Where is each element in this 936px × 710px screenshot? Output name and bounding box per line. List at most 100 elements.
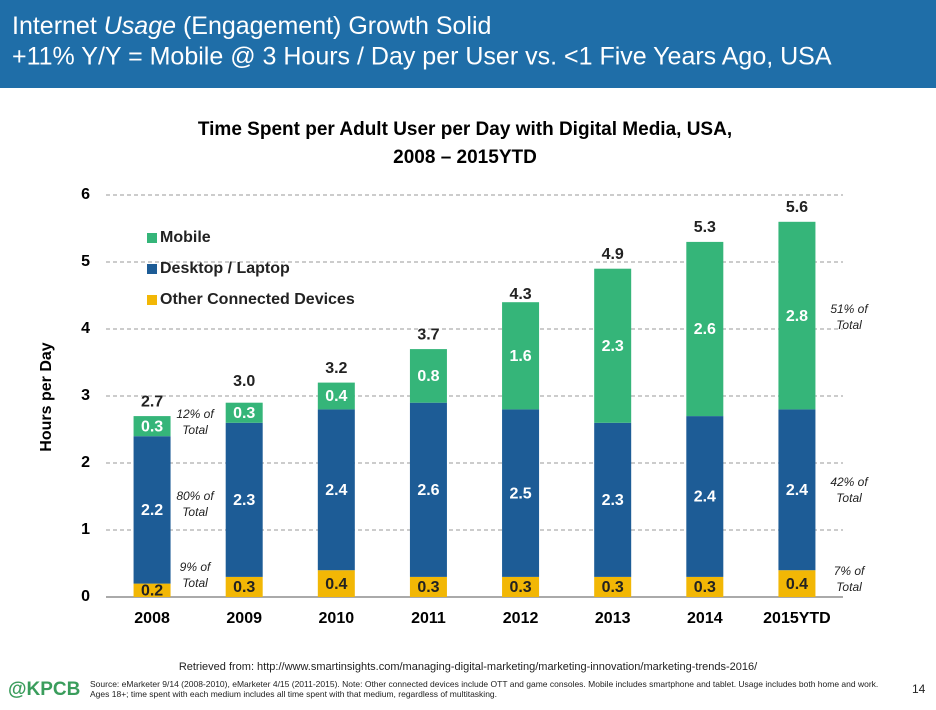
annotation: 80% of	[176, 489, 215, 503]
annotation: Total	[182, 423, 208, 437]
value-label: 0.3	[509, 579, 531, 596]
logo: @KPCB	[8, 679, 80, 700]
bar-segment	[686, 241, 724, 417]
value-label: 2.3	[233, 492, 255, 509]
bar-segment	[317, 409, 355, 571]
annotation: 12% of	[176, 407, 215, 421]
bar-segment	[409, 402, 447, 577]
value-label: 2.8	[786, 308, 808, 325]
chart-title: 2008 – 2015YTD	[393, 147, 537, 168]
bar-segment	[502, 576, 540, 597]
bar-segment	[225, 402, 263, 423]
header-subtitle: +11% Y/Y = Mobile @ 3 Hours / Day per Us…	[12, 43, 832, 71]
total-label: 3.7	[417, 326, 439, 343]
bar-segment	[502, 302, 540, 410]
annotation: Total	[836, 580, 862, 594]
x-tick-label: 2015YTD	[763, 610, 831, 627]
legend-swatch	[147, 295, 157, 305]
value-label: 0.4	[325, 576, 347, 593]
y-axis-label: Hours per Day	[38, 342, 55, 451]
legend-label: Other Connected Devices	[160, 291, 355, 308]
total-label: 4.9	[602, 246, 624, 263]
annotation: 7% of	[834, 564, 866, 578]
bar-segment	[225, 576, 263, 597]
bar-segment	[317, 382, 355, 410]
total-label: 4.3	[509, 286, 531, 303]
total-label: 2.7	[141, 393, 163, 410]
value-label: 1.6	[509, 348, 531, 365]
annotation: 42% of	[830, 475, 869, 489]
title-part: (Engagement) Growth Solid	[176, 12, 491, 40]
value-label: 0.3	[694, 579, 716, 596]
source-note: Source: eMarketer 9/14 (2008-2010), eMar…	[90, 679, 879, 699]
header-title: Internet Usage (Engagement) Growth Solid	[12, 12, 491, 40]
x-tick-label: 2008	[134, 610, 170, 627]
legend-swatch	[147, 264, 157, 274]
y-tick-label: 0	[81, 588, 90, 605]
total-label: 5.3	[694, 219, 716, 236]
bar-segment	[594, 268, 632, 423]
value-label: 0.4	[325, 388, 347, 405]
bar-segment	[133, 436, 171, 584]
y-tick-label: 6	[81, 186, 90, 203]
annotation: 9% of	[180, 560, 212, 574]
bar-segment	[502, 409, 540, 577]
value-label: 2.4	[325, 482, 347, 499]
bar-segment	[225, 422, 263, 577]
value-label: 2.2	[141, 502, 163, 519]
bar-segment	[133, 416, 171, 437]
x-tick-label: 2013	[595, 610, 631, 627]
bar-segment	[778, 409, 816, 571]
retrieved-note: Retrieved from: http://www.smartinsights…	[179, 661, 758, 673]
annotation: Total	[836, 318, 862, 332]
title-part: Internet	[12, 12, 104, 40]
x-tick-label: 2011	[411, 610, 446, 627]
bar-segment	[409, 349, 447, 403]
bar-segment	[778, 570, 816, 597]
annotation: Total	[182, 505, 208, 519]
annotation: Total	[182, 576, 208, 590]
value-label: 0.3	[141, 418, 163, 435]
bar-segment	[133, 583, 171, 597]
y-tick-label: 4	[81, 320, 90, 337]
x-tick-label: 2014	[687, 610, 723, 627]
value-label: 0.4	[786, 576, 808, 593]
value-label: 0.3	[233, 579, 255, 596]
legend-label: Desktop / Laptop	[160, 260, 290, 277]
value-label: 0.8	[417, 368, 439, 385]
chart-title: Time Spent per Adult User per Day with D…	[198, 119, 732, 140]
legend-swatch	[147, 233, 157, 243]
value-label: 2.4	[786, 482, 808, 499]
total-label: 3.2	[325, 360, 347, 377]
header-band	[0, 0, 936, 88]
bar-segment	[686, 576, 724, 597]
value-label: 0.3	[417, 579, 439, 596]
bar-segment	[686, 416, 724, 577]
value-label: 0.3	[602, 579, 624, 596]
bar-segment	[317, 570, 355, 597]
title-part: Usage	[104, 12, 176, 40]
value-label: 2.3	[602, 338, 624, 355]
value-label: 2.6	[417, 482, 439, 499]
x-tick-label: 2010	[319, 610, 355, 627]
page-number: 14	[912, 682, 926, 696]
annotation: 51% of	[830, 302, 869, 316]
bar-segment	[778, 221, 816, 410]
legend-label: Mobile	[160, 229, 211, 246]
value-label: 2.5	[509, 485, 531, 502]
annotation: Total	[836, 491, 862, 505]
bar-segment	[594, 576, 632, 597]
value-label: 0.2	[141, 583, 163, 600]
total-label: 5.6	[786, 199, 808, 216]
bar-segment	[594, 422, 632, 577]
bar-segment	[409, 576, 447, 597]
x-tick-label: 2009	[226, 610, 262, 627]
y-tick-label: 2	[81, 454, 90, 471]
y-tick-label: 3	[81, 387, 90, 404]
value-label: 2.6	[694, 321, 716, 338]
x-tick-label: 2012	[503, 610, 539, 627]
y-tick-label: 1	[81, 521, 90, 538]
y-tick-label: 5	[81, 253, 90, 270]
